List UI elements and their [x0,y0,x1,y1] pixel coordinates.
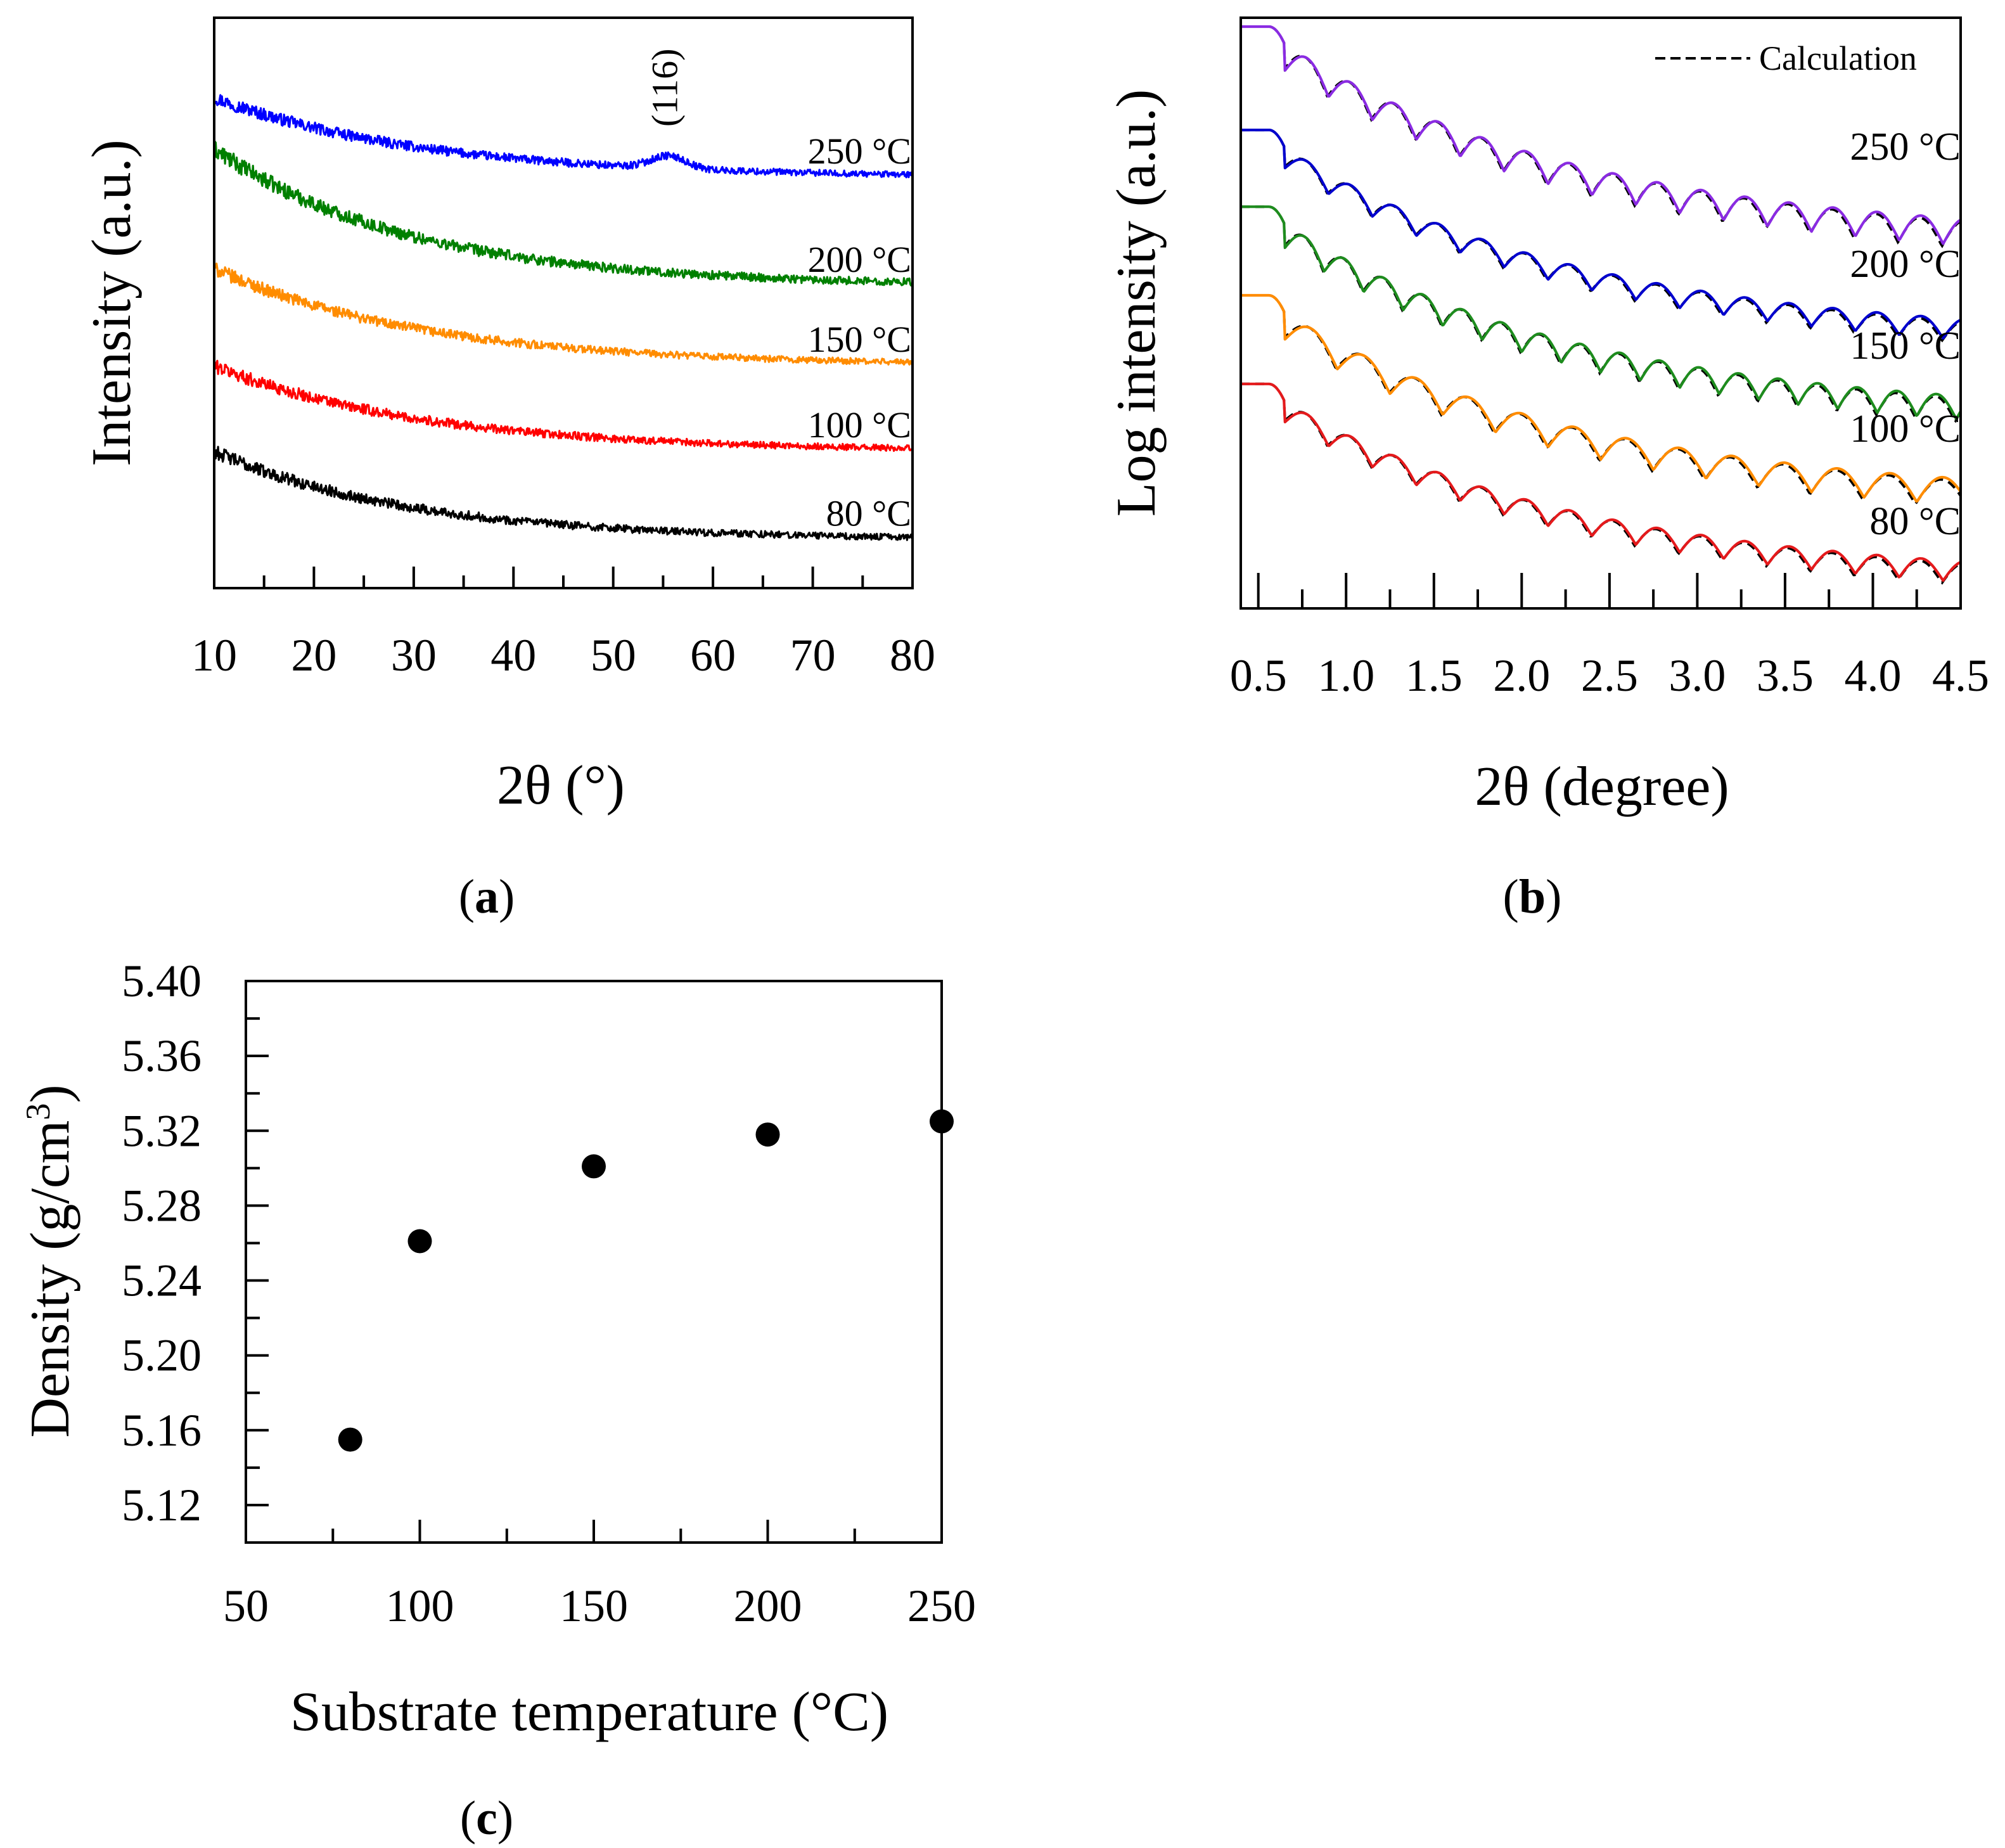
y-axis-label: Intensity (a.u.) [81,139,143,466]
series-label: 80 °C [1869,500,1961,543]
data-point [755,1122,780,1147]
series-label: 200 °C [1850,243,1961,286]
x-tick-label: 1.5 [1406,650,1463,701]
y-axis-label: Density (g/cm3) [19,1084,81,1437]
series-label: 100 °C [1850,407,1961,451]
x-tick-label: 200 [734,1581,802,1631]
series-line-100c [1240,293,1962,503]
y-tick-label: 5.40 [122,956,202,1006]
series-label: 250 °C [808,131,911,172]
y-tick-label: 5.24 [122,1255,202,1306]
series-line-150c [1240,205,1962,420]
x-tick-label: 250 [907,1581,976,1631]
data-point [407,1229,432,1254]
x-tick-label: 80 [890,630,935,681]
x-tick-label: 100 [386,1581,454,1631]
series-line-80c [213,446,914,541]
panel-label-b: (b) [1503,870,1562,923]
panel-label-a: (a) [459,870,515,923]
x-tick-label: 4.5 [1932,650,1989,701]
x-tick-label: 20 [291,630,336,681]
x-tick-label: 2.0 [1493,650,1550,701]
y-axis-label: Log intensity (a.u.) [1106,89,1167,517]
data-point [582,1154,606,1179]
series-line-100c [213,359,914,452]
series-line-200c [213,140,914,287]
series-label: 150 °C [808,319,911,360]
x-axis-label: 2θ (°) [497,755,625,816]
panel-label-c: (c) [460,1792,513,1845]
x-tick-label: 70 [790,630,836,681]
panel-a: 250 °C 200 °C 150 °C 100 °C 80 °C 10 20 30 40 50 6… [81,16,935,923]
x-tick-label: 1.0 [1317,650,1374,701]
panel-b: 250 °C 200 °C 150 °C 100 °C 80 °C Calculation… [1106,16,1989,923]
data-point [338,1427,362,1452]
x-tick-label: 40 [490,630,536,681]
series-line-150c [213,262,913,366]
y-tick-label: 5.32 [122,1105,202,1156]
data-point [930,1109,954,1134]
y-tick-label: 5.20 [122,1330,202,1381]
panel-c: 5.12 5.16 5.20 5.24 5.28 5.32 5.36 5.40 50 100 150… [19,956,976,1845]
x-tick-label: 4.0 [1845,650,1902,701]
x-tick-label: 30 [391,630,437,681]
legend-label: Calculation [1759,39,1917,77]
x-tick-label: 3.0 [1669,650,1726,701]
plot-frame [245,980,943,1544]
series-label: 250 °C [1850,125,1961,169]
x-axis-label: 2θ (degree) [1475,756,1729,818]
series-line-80c [1240,382,1961,582]
x-tick-label: 50 [223,1581,269,1631]
y-tick-label: 5.28 [122,1180,202,1231]
series-label: 150 °C [1850,324,1961,368]
x-tick-label: 150 [560,1581,628,1631]
plot-frame [1240,16,1962,610]
x-tick-label: 3.5 [1757,650,1814,701]
series-line-250c [1240,25,1962,245]
x-axis-label: Substrate temperature (°C) [290,1681,888,1743]
x-tick-label: 60 [690,630,736,681]
x-tick-label: 0.5 [1230,650,1287,701]
y-tick-label: 5.36 [122,1030,202,1081]
y-tick-label: 5.12 [122,1480,202,1530]
series-line-200c [1240,129,1961,340]
x-tick-label: 2.5 [1581,650,1638,701]
series-line-250c [213,94,914,179]
y-tick-label: 5.16 [122,1405,202,1456]
x-tick-label: 10 [191,630,237,681]
series-label: 100 °C [808,404,911,446]
series-label: 80 °C [826,493,911,534]
series-label: 200 °C [808,239,911,280]
peak-annotation: (116) [644,49,685,127]
x-tick-label: 50 [591,630,636,681]
